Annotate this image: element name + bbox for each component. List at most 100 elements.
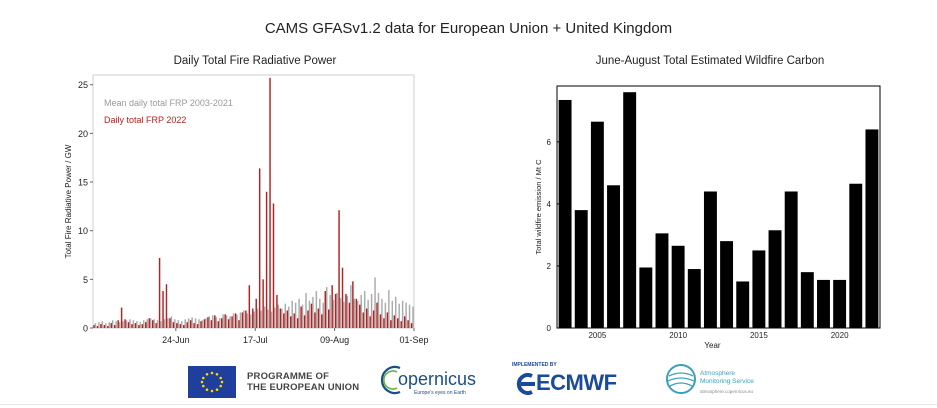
frp-2022-bar <box>276 294 278 328</box>
frp-2022-bar <box>207 317 209 328</box>
frp-plot-frame <box>92 74 415 329</box>
frp-mean-bar <box>122 321 124 328</box>
bottom-divider <box>0 404 937 405</box>
frp-mean-bar <box>143 320 145 328</box>
frp-mean-bar <box>319 298 321 328</box>
frp-2022-bar <box>269 77 271 329</box>
frp-mean-bar <box>350 285 352 328</box>
frp-mean-bar <box>401 300 404 328</box>
frp-mean-bar <box>329 294 331 328</box>
page-title: CAMS GFASv1.2 data for European Union + … <box>264 20 673 37</box>
frp-2022-bar <box>307 310 309 328</box>
carbon-bar <box>720 241 734 328</box>
frp-2022-bar <box>252 308 254 328</box>
frp-mean-bar <box>160 321 162 328</box>
carbon-bar <box>736 281 750 328</box>
frp-2022-bar <box>338 210 340 328</box>
carbon-bar <box>607 185 620 328</box>
frp-mean-bar <box>222 314 224 328</box>
carbon-y-tick-label: 2 <box>547 262 552 271</box>
frp-2022-bar <box>169 318 171 328</box>
frp-mean-bar <box>212 315 214 328</box>
frp-2022-bar <box>324 291 326 328</box>
frp-y-tick-label: 15 <box>78 178 88 188</box>
carbon-bar <box>558 99 572 328</box>
frp-2022-bar <box>365 308 368 328</box>
carbon-x-tick-label: 2020 <box>831 331 849 340</box>
frp-2022-bar <box>176 323 178 328</box>
frp-2022-bar <box>172 322 175 328</box>
frp-2022-bar <box>189 320 192 328</box>
frp-mean-bar <box>243 310 245 328</box>
frp-mean-bar <box>305 292 307 328</box>
frp-mean-bar <box>294 302 297 328</box>
frp-mean-bar <box>111 320 114 328</box>
frp-mean-bar <box>174 319 176 328</box>
frp-2022-bar <box>103 325 106 328</box>
frp-mean-bar <box>218 318 221 328</box>
frp-2022-bar <box>314 312 316 328</box>
frp-mean-bar <box>408 304 411 328</box>
carbon-y-tick-label: 6 <box>547 138 552 147</box>
frp-2022-bar <box>155 323 157 328</box>
frp-mean-bar <box>101 321 104 328</box>
frp-mean-bar <box>315 291 318 328</box>
frp-mean-bar <box>301 304 304 328</box>
frp-2022-bar <box>355 298 358 328</box>
frp-mean-bar <box>377 292 380 328</box>
carbon-bar <box>574 210 588 328</box>
frp-2022-bar <box>300 306 302 328</box>
carbon-x-tick-label: 2010 <box>669 331 687 340</box>
copernicus-wordmark: opernicus <box>398 369 477 389</box>
frp-2022-bar <box>262 279 264 328</box>
frp-2022-bar <box>200 321 202 328</box>
frp-x-tick-label: 09-Aug <box>320 335 349 345</box>
frp-mean-bar <box>322 302 324 328</box>
carbon-bar <box>687 269 701 328</box>
frp-2022-bar <box>331 285 333 328</box>
carbon-bar <box>590 121 604 328</box>
frp-2022-bar <box>369 316 371 328</box>
frp-2022-bar <box>117 320 119 328</box>
frp-mean-bar <box>146 319 148 328</box>
frp-2022-bar <box>183 325 185 328</box>
frp-mean-bar <box>284 303 287 328</box>
frp-2022-bar <box>310 303 313 328</box>
ecmwf-logo: IMPLEMENTED BY ECMWF <box>512 362 642 398</box>
frp-2022-bar <box>397 318 399 328</box>
frp-mean-bar <box>381 298 383 328</box>
frp-x-tick-label: 24-Jun <box>162 335 190 345</box>
frp-2022-bar <box>265 191 268 328</box>
frp-2022-bar <box>238 320 240 328</box>
frp-mean-bar <box>170 316 173 328</box>
frp-2022-bar <box>145 322 147 328</box>
frp-mean-bar <box>312 296 314 328</box>
frp-mean-bar <box>139 322 142 328</box>
frp-2022-bar <box>345 293 347 328</box>
eu-flag-icon <box>188 366 236 398</box>
frp-mean-bar <box>263 306 266 328</box>
frp-mean-bar <box>367 299 369 328</box>
frp-2022-bar <box>210 320 213 328</box>
atmosphere-monitoring-logo: Atmosphere Monitoring Service atmosphere… <box>664 362 774 398</box>
frp-x-tick-label: 01-Sep <box>399 335 428 345</box>
frp-mean-bar <box>201 320 204 328</box>
frp-x-tick-label: 17-Jul <box>243 335 268 345</box>
frp-2022-bar <box>286 310 289 328</box>
ams-text: Atmosphere Monitoring Service <box>700 370 754 386</box>
frp-mean-bar <box>215 317 217 328</box>
frp-2022-bar <box>158 257 161 328</box>
frp-2022-bar <box>231 316 233 328</box>
frp-mean-bar <box>336 292 338 328</box>
ams-line2: Monitoring Service <box>700 378 754 385</box>
frp-2022-bar <box>113 325 116 328</box>
frp-mean-bar <box>343 301 345 328</box>
frp-2022-bar <box>148 318 150 328</box>
carbon-bar <box>768 230 782 328</box>
frp-2022-bar <box>203 319 206 328</box>
carbon-bar <box>671 245 685 328</box>
carbon-y-tick-label: 4 <box>547 200 552 209</box>
frp-2022-bar <box>255 298 257 328</box>
frp-mean-bar <box>353 298 356 328</box>
